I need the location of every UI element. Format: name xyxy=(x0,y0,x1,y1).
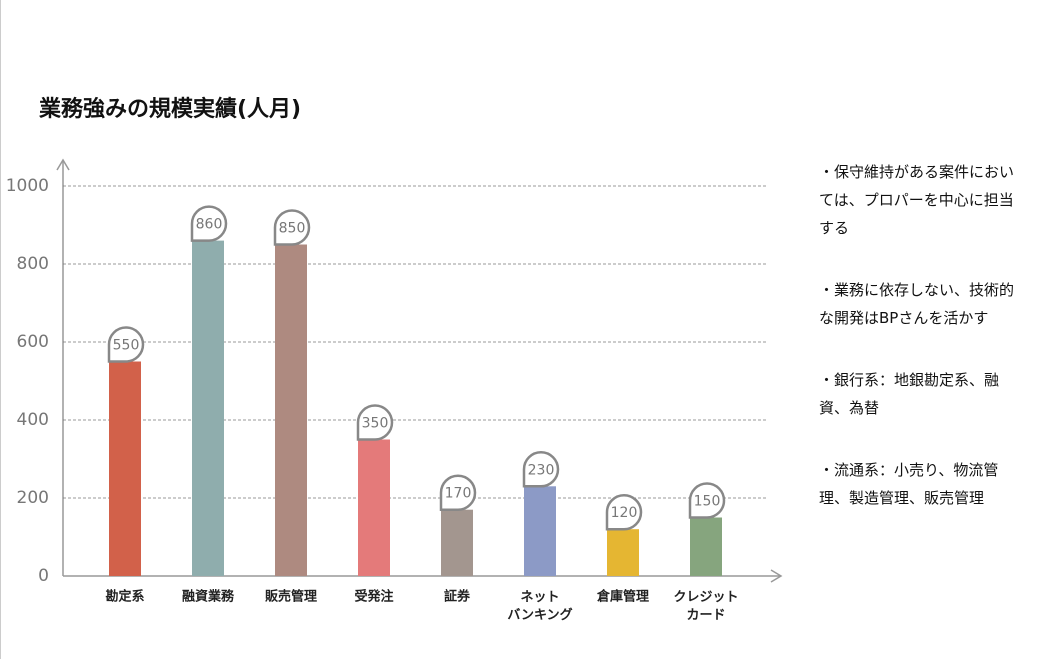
x-tick-label: 融資業務 xyxy=(182,589,235,605)
x-tick-label: 勘定系 xyxy=(105,589,144,605)
chart-title: 業務強みの規模実績(人月) xyxy=(39,96,301,122)
value-callout xyxy=(522,451,560,488)
note: ・流通系：小売り、物流管理、製造管理、販売管理 xyxy=(819,461,999,507)
x-axis-arrow xyxy=(770,569,783,583)
value-label: 860 xyxy=(196,217,223,233)
value-callout xyxy=(605,493,643,531)
y-tick-label: 200 xyxy=(17,488,49,508)
value-callout xyxy=(688,482,726,519)
value-label: 170 xyxy=(445,486,472,502)
y-tick-label: 800 xyxy=(17,254,49,274)
value-label: 850 xyxy=(279,221,306,237)
value-label: 120 xyxy=(611,505,638,521)
x-tick-label: ネットバンキング xyxy=(507,590,572,623)
value-callout xyxy=(107,326,145,363)
y-tick-label: 1000 xyxy=(6,176,49,196)
x-tick-label: 販売管理 xyxy=(265,589,317,605)
value-label: 350 xyxy=(362,416,389,432)
x-tick-label: クレジットカード xyxy=(673,590,738,623)
y-tick-label: 0 xyxy=(38,566,49,586)
note: ・保守維持がある案件においては、プロパーを中心に担当する xyxy=(819,163,1015,237)
chart: 業務強みの規模実績(人月) 0 200 400 600 800 1000 勘定系 550 融資業… xyxy=(6,96,783,623)
bar xyxy=(690,517,722,576)
y-tick-label: 600 xyxy=(17,332,49,352)
y-axis-arrow xyxy=(56,158,70,171)
value-label: 150 xyxy=(694,494,721,510)
bar xyxy=(109,361,141,576)
bar xyxy=(607,529,639,576)
bar xyxy=(275,244,307,576)
bar xyxy=(441,509,473,576)
value-label: 550 xyxy=(113,338,140,354)
x-tick-label: 証券 xyxy=(444,589,471,605)
y-tick-label: 400 xyxy=(17,410,49,430)
note: ・業務に依存しない、技術的な開発はBPさんを活かす xyxy=(819,281,1015,327)
bar xyxy=(524,486,556,576)
value-callout xyxy=(356,404,394,441)
value-label: 230 xyxy=(528,462,555,478)
note: ・銀行系：地銀勘定系、融資、為替 xyxy=(819,371,1000,417)
x-tick-label: 受発注 xyxy=(354,589,393,605)
value-callout xyxy=(190,205,228,242)
value-callout xyxy=(273,209,311,246)
x-tick-label: 倉庫管理 xyxy=(596,589,649,605)
bar xyxy=(192,240,224,576)
bar xyxy=(358,439,390,576)
notes: ・保守維持がある案件においては、プロパーを中心に担当する・業務に依存しない、技術… xyxy=(819,158,1019,546)
value-callout xyxy=(439,474,477,511)
